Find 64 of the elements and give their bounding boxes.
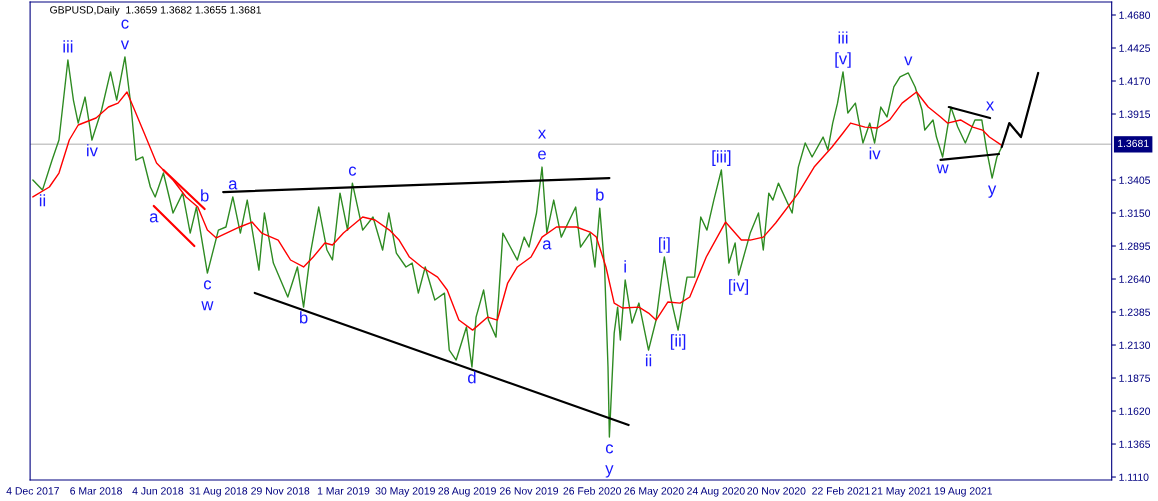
y-tick-label: 1.1620: [1119, 407, 1151, 415]
annotation: x: [538, 129, 547, 139]
x-tick-label: 30 May 2019: [375, 487, 435, 497]
annotation: ii: [39, 194, 46, 207]
y-tick-label: 1.3405: [1119, 176, 1151, 184]
y-tick-label: 1.4425: [1119, 44, 1151, 52]
annotation: b: [596, 188, 604, 201]
annotation: e: [538, 150, 546, 160]
annotation: [v]: [835, 52, 851, 68]
annotation: v: [120, 40, 130, 50]
annotation: [iv]: [729, 279, 749, 295]
annotation: v: [904, 56, 913, 66]
x-tick-label: 19 Aug 2021: [934, 487, 992, 497]
x-tick-label: 28 Aug 2019: [438, 487, 496, 497]
annotation: [ii]: [670, 334, 686, 350]
annotation: a: [228, 180, 238, 190]
y-tick-label: 1.2130: [1119, 341, 1151, 349]
annotation: iv: [869, 147, 881, 160]
chart-title: GBPUSD,Daily 1.3659 1.3682 1.3655 1.3681: [50, 5, 262, 16]
annotation: d: [468, 371, 476, 384]
y-tick-label: 1.2385: [1119, 308, 1151, 316]
ref-line-label: 1.3681: [1118, 139, 1149, 148]
x-tick-label: 26 Feb 2020: [563, 486, 622, 495]
y-tick-label: 1.1110: [1119, 473, 1149, 481]
annotation: [iii]: [712, 150, 731, 166]
annotation: c: [348, 166, 357, 176]
x-tick-label: 29 Nov 2018: [251, 487, 310, 495]
x-tick-label: 1 Mar 2019: [317, 487, 370, 495]
annotation: a: [149, 213, 159, 223]
y-tick-label: 1.4170: [1119, 77, 1151, 85]
y-tick-label: 1.1365: [1119, 440, 1151, 448]
annotation: iii: [838, 31, 848, 44]
x-tick-label: 6 Mar 2018: [70, 487, 122, 495]
annotation: x: [986, 101, 995, 111]
annotation: b: [300, 311, 308, 324]
annotation: c: [203, 280, 212, 290]
x-tick-label: 4 Dec 2017: [6, 487, 59, 495]
y-tick-label: 1.1875: [1119, 374, 1151, 382]
x-tick-label: 26 May 2020: [624, 487, 684, 497]
x-tick-label: 4 Jun 2018: [132, 487, 184, 495]
annotation: c: [605, 444, 614, 454]
y-tick-label: 1.3915: [1119, 110, 1151, 118]
annotation: w: [201, 301, 214, 311]
x-tick-label: 26 Nov 2019: [499, 487, 559, 495]
annotation: b: [201, 189, 209, 202]
annotation: y: [987, 185, 997, 198]
annotation: w: [936, 164, 949, 174]
annotation: iv: [87, 144, 98, 157]
y-tick-label: 1.2895: [1119, 242, 1151, 250]
annotation: a: [542, 240, 552, 250]
y-tick-label: 1.2640: [1119, 275, 1151, 283]
x-tick-label: 22 Feb 2021: [812, 486, 870, 495]
annotation: c: [121, 19, 129, 29]
annotation: y: [605, 465, 614, 478]
annotation: iii: [63, 40, 73, 53]
y-tick-label: 1.4680: [1119, 11, 1151, 19]
x-tick-label: 31 Aug 2018: [189, 487, 248, 497]
annotation: i: [624, 260, 626, 273]
annotation: ii: [645, 354, 652, 367]
x-tick-label: 20 Nov 2020: [747, 487, 806, 495]
y-tick-label: 1.3150: [1119, 209, 1151, 217]
x-tick-label: 24 Aug 2020: [687, 487, 745, 497]
annotation: [i]: [659, 237, 670, 253]
x-tick-label: 21 May 2021: [871, 487, 932, 497]
